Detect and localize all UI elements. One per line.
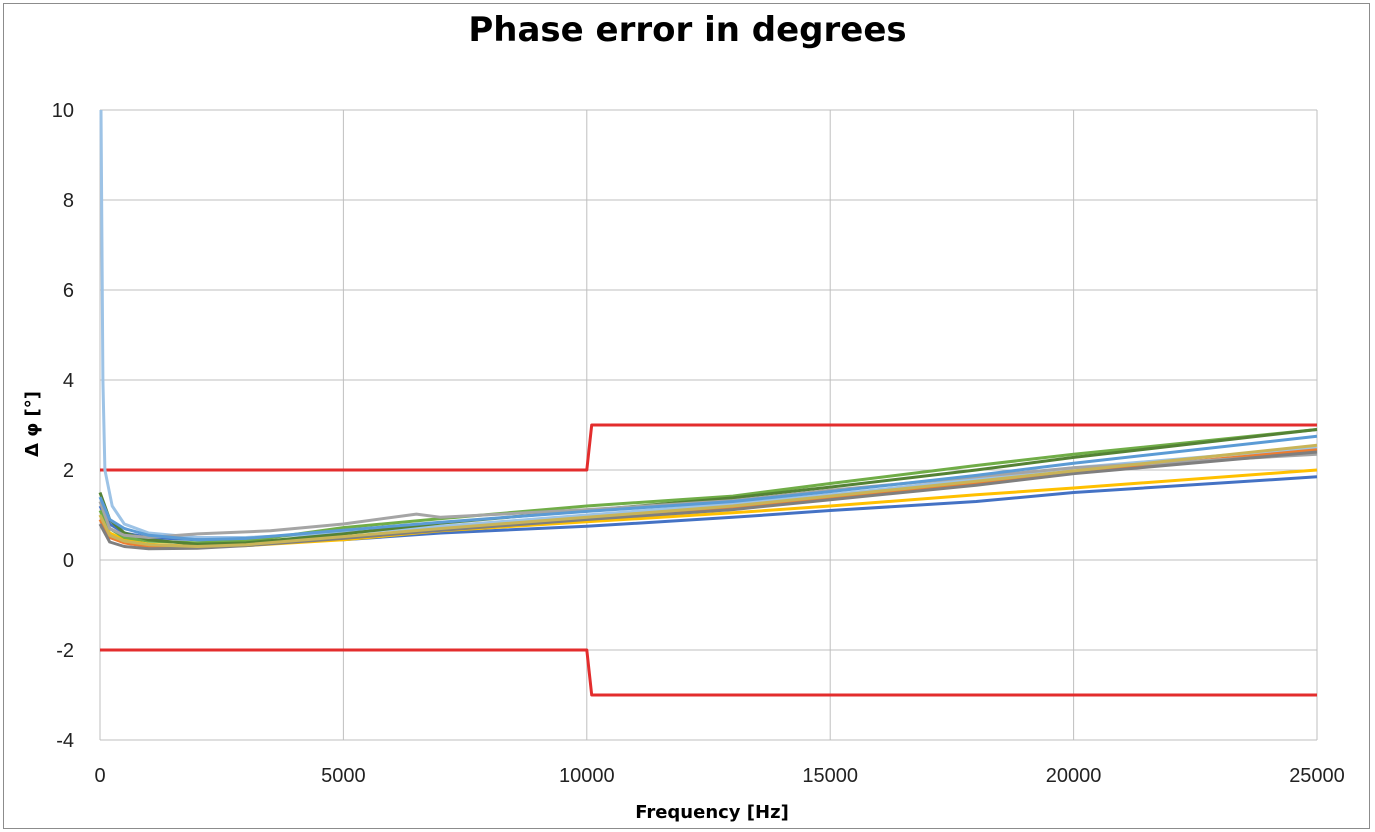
x-tick-label: 20000: [1046, 765, 1102, 787]
y-tick-label: -4: [56, 730, 74, 752]
y-tick-label: 8: [63, 190, 74, 212]
y-tick-label: 4: [63, 370, 74, 392]
y-tick-label: 6: [63, 280, 74, 302]
x-tick-label: 15000: [802, 765, 858, 787]
y-tick-labels: -4 -2 0 2 4 6 8 10: [52, 100, 74, 752]
chart-title: Phase error in degrees: [468, 10, 907, 50]
series-line-6: [98, 428, 1318, 545]
y-tick-label: 2: [63, 460, 74, 482]
series-line-3: [99, 109, 1318, 539]
chart-frame: [3, 3, 1370, 829]
series-lines: [98, 109, 1318, 697]
x-tick-label: 10000: [559, 765, 615, 787]
series-line-11: [98, 434, 1318, 542]
x-tick-label: 25000: [1289, 765, 1345, 787]
series-line-10: [98, 450, 1318, 551]
y-tick-label: 0: [63, 550, 74, 572]
y-tick-label: -2: [56, 640, 74, 662]
series-line-12: [98, 443, 1318, 548]
series-line-1: [100, 423, 1317, 472]
y-axis-title: Δ φ [°]: [22, 391, 43, 457]
x-axis-title: Frequency [Hz]: [635, 802, 789, 823]
x-tick-label: 0: [94, 765, 105, 787]
x-tick-labels: 0 5000 10000 15000 20000 25000: [94, 765, 1344, 787]
y-tick-label: 10: [52, 100, 74, 122]
series-line-2: [100, 648, 1317, 697]
x-tick-label: 5000: [321, 765, 366, 787]
series-line-7: [98, 428, 1318, 546]
